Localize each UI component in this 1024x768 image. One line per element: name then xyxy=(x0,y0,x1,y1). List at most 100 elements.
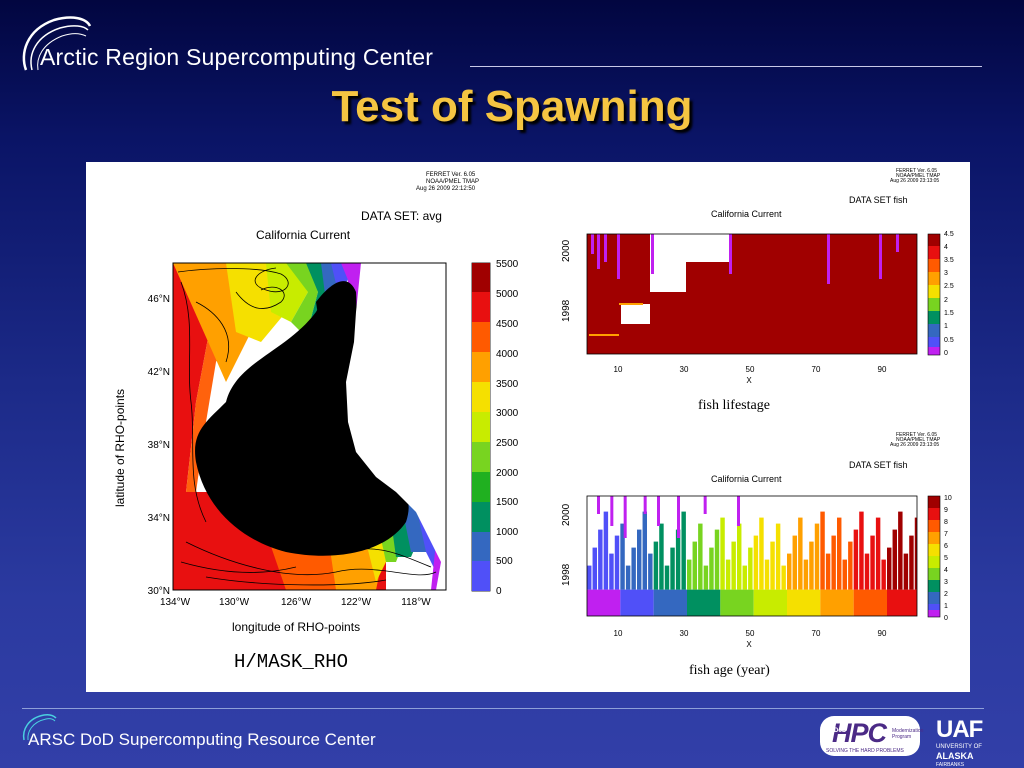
age-streak-cell xyxy=(725,559,731,590)
map-ytick-label: 42°N xyxy=(148,367,170,378)
hpc-logo: HPC DoD Modernization Program SOLVING TH… xyxy=(820,716,923,756)
figure-panel: FERRET Ver. 6.05 NOAA/PMEL TMAP Aug 26 2… xyxy=(86,162,970,692)
map-xtick-label: 118°W xyxy=(401,597,431,608)
age-x-ticks: 10 30 50 70 90 xyxy=(614,629,887,638)
age-streak-cell xyxy=(859,511,864,590)
lifestage-xtick: 10 xyxy=(614,365,623,374)
age-cb-label: 0 xyxy=(944,615,948,622)
colorbar-label: 5500 xyxy=(496,259,519,270)
map-colorbar-labels: 5500 5000 4500 4000 3500 3000 2500 2000 … xyxy=(496,259,519,597)
left-ferret-stamp-3: Aug 26 2009 22:12:50 xyxy=(416,186,476,192)
age-streak-cell xyxy=(837,517,842,590)
age-streak-cell xyxy=(820,511,825,590)
colorbar-label: 4000 xyxy=(496,349,519,360)
age-band-cell xyxy=(853,589,887,616)
hpc-logo-text: HPC xyxy=(832,718,887,748)
age-streak-cell xyxy=(703,496,707,514)
map-field xyxy=(173,263,446,590)
age-streak-cell xyxy=(637,529,642,590)
colorbar-label: 2500 xyxy=(496,438,519,449)
age-streak-cell xyxy=(670,547,675,590)
lifestage-title: fish lifestage xyxy=(698,398,770,413)
footer-org-name: ARSC DoD Supercomputing Resource Center xyxy=(28,730,376,749)
age-cb-label: 5 xyxy=(944,555,948,562)
age-streak-cell xyxy=(664,565,670,590)
age-streak-cell xyxy=(659,523,664,590)
age-title: fish age (year) xyxy=(689,663,770,678)
age-streak-cell xyxy=(898,511,903,590)
map-x-axis-label: longitude of RHO-points xyxy=(232,620,360,634)
map-ytick-label: 34°N xyxy=(148,513,170,524)
age-streak-cell xyxy=(709,547,714,590)
header-org-name: Arctic Region Supercomputing Center xyxy=(40,44,434,70)
uaf-logo-text: UAF xyxy=(936,716,983,743)
age-streak-cell xyxy=(770,541,775,590)
age-streak-cell xyxy=(875,517,881,590)
age-band-cell xyxy=(587,589,621,616)
age-streak-cell xyxy=(737,496,740,526)
left-map-plot: FERRET Ver. 6.05 NOAA/PMEL TMAP Aug 26 2… xyxy=(113,172,519,673)
uaf-logo-line3: FAIRBANKS xyxy=(936,762,965,768)
lifestage-cb-label: 1.5 xyxy=(944,310,954,317)
age-cb-label: 6 xyxy=(944,543,948,550)
left-region-label: California Current xyxy=(256,228,351,242)
age-streak-cell xyxy=(798,517,803,590)
lifestage-stamp-3: Aug 26 2009 23:13:05 xyxy=(890,178,939,184)
lifestage-xtick: 50 xyxy=(746,365,755,374)
map-xtick-label: 130°W xyxy=(219,597,250,608)
age-streak-cell xyxy=(657,496,660,526)
lifestage-cb-label: 3.5 xyxy=(944,257,954,264)
lifestage-stamp-1: FERRET Ver. 6.05 xyxy=(896,168,937,174)
map-caption: H/MASK_RHO xyxy=(234,651,348,673)
uaf-logo-line2: ALASKA xyxy=(936,751,974,761)
age-cb-label: 1 xyxy=(944,603,948,610)
lifestage-field xyxy=(587,234,917,354)
age-stamp-1: FERRET Ver. 6.05 xyxy=(896,432,937,438)
colorbar-label: 0 xyxy=(496,586,502,597)
lifestage-cb-label: 3 xyxy=(944,270,948,277)
lifestage-cb-label: 0.5 xyxy=(944,337,954,344)
colorbar-label: 5000 xyxy=(496,289,519,300)
left-ferret-stamp-1: FERRET Ver. 6.05 xyxy=(426,172,476,178)
header-divider xyxy=(470,66,982,67)
map-y-ticks: 46°N 42°N 38°N 34°N 30°N xyxy=(148,294,170,597)
age-streak-cell xyxy=(809,541,814,590)
age-streak-cell xyxy=(720,517,725,590)
age-streak-cell xyxy=(870,535,875,590)
lifestage-cb-label: 4 xyxy=(944,244,948,251)
age-streak-cell xyxy=(737,523,742,590)
age-streak-cell xyxy=(731,541,736,590)
age-streak-cell xyxy=(914,517,917,590)
lifestage-cb-label: 4.5 xyxy=(944,231,954,238)
age-streak-cell xyxy=(825,553,831,590)
age-streak-cell xyxy=(848,541,853,590)
lifestage-xtick: 30 xyxy=(680,365,689,374)
map-xtick-label: 126°W xyxy=(281,597,312,608)
age-streak-cell xyxy=(610,496,614,526)
age-xtick: 30 xyxy=(680,629,689,638)
lifestage-x-ticks: 10 30 50 70 90 xyxy=(614,365,887,374)
age-streak-cell xyxy=(742,565,747,590)
age-colorbar xyxy=(927,495,941,618)
colorbar-label: 1000 xyxy=(496,527,519,538)
lifestage-ytick: 2000 xyxy=(561,239,572,262)
lifestage-colorbar xyxy=(927,233,941,356)
lifestage-plot: FERRET Ver. 6.05 NOAA/PMEL TMAP Aug 26 2… xyxy=(561,168,954,413)
age-cb-label: 10 xyxy=(944,495,952,502)
left-dataset-label: DATA SET: avg xyxy=(361,209,442,223)
age-streak-cell xyxy=(677,496,680,538)
arsc-small-logo-icon xyxy=(22,714,57,741)
age-streak-cell xyxy=(653,541,659,590)
lifestage-colorbar-labels: 4.5 4 3.5 3 2.5 2 1.5 1 0.5 0 xyxy=(944,231,954,357)
age-xtick: 70 xyxy=(812,629,821,638)
colorbar-label: 2000 xyxy=(496,468,519,479)
age-streak-cell xyxy=(892,529,897,590)
age-cb-label: 9 xyxy=(944,507,948,514)
map-colorbar xyxy=(471,262,491,592)
age-streak-cell xyxy=(714,529,720,590)
age-cb-label: 2 xyxy=(944,591,948,598)
map-ytick-label: 46°N xyxy=(148,294,170,305)
age-streak-cell xyxy=(887,547,892,590)
map-ytick-label: 30°N xyxy=(148,586,170,597)
age-band-cell xyxy=(753,589,787,616)
